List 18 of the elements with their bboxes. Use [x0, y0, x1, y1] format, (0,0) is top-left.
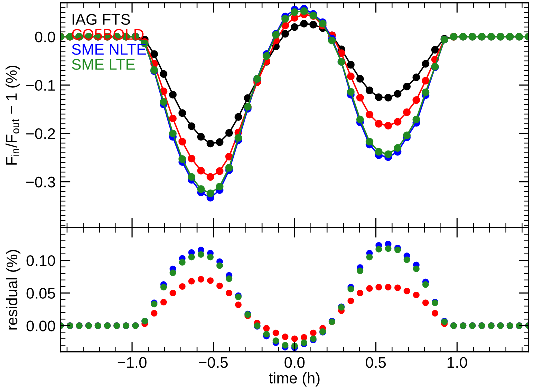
x-tick-label: 0.5	[366, 357, 386, 368]
y-tick-label: 0.10	[26, 255, 56, 266]
x-tick-label: 0.0	[284, 357, 305, 368]
y-axis-title: F$_{in}$/F$_{out}$ − 1 (%)	[6, 66, 20, 165]
y-tick-label: −0.2	[26, 128, 56, 140]
y-tick-label: 0.0	[35, 32, 56, 43]
y-tick-label: −0.1	[26, 80, 56, 91]
y-axis-title: residual (%)	[6, 250, 21, 330]
x-axis-title: time (h)	[269, 372, 320, 387]
x-tick-label: −1.0	[118, 357, 147, 368]
series-label: SME LTE	[72, 59, 136, 70]
y-tick-label: −0.3	[26, 176, 56, 188]
x-tick-label: −0.5	[199, 357, 228, 368]
y-tick-label: 0.05	[26, 288, 56, 299]
legend-label: IAG FTS	[72, 14, 130, 26]
series-label: SME NLTE	[72, 44, 146, 56]
x-tick-label: 1.0	[448, 357, 468, 368]
y-tick-label: 0.00	[26, 320, 56, 332]
